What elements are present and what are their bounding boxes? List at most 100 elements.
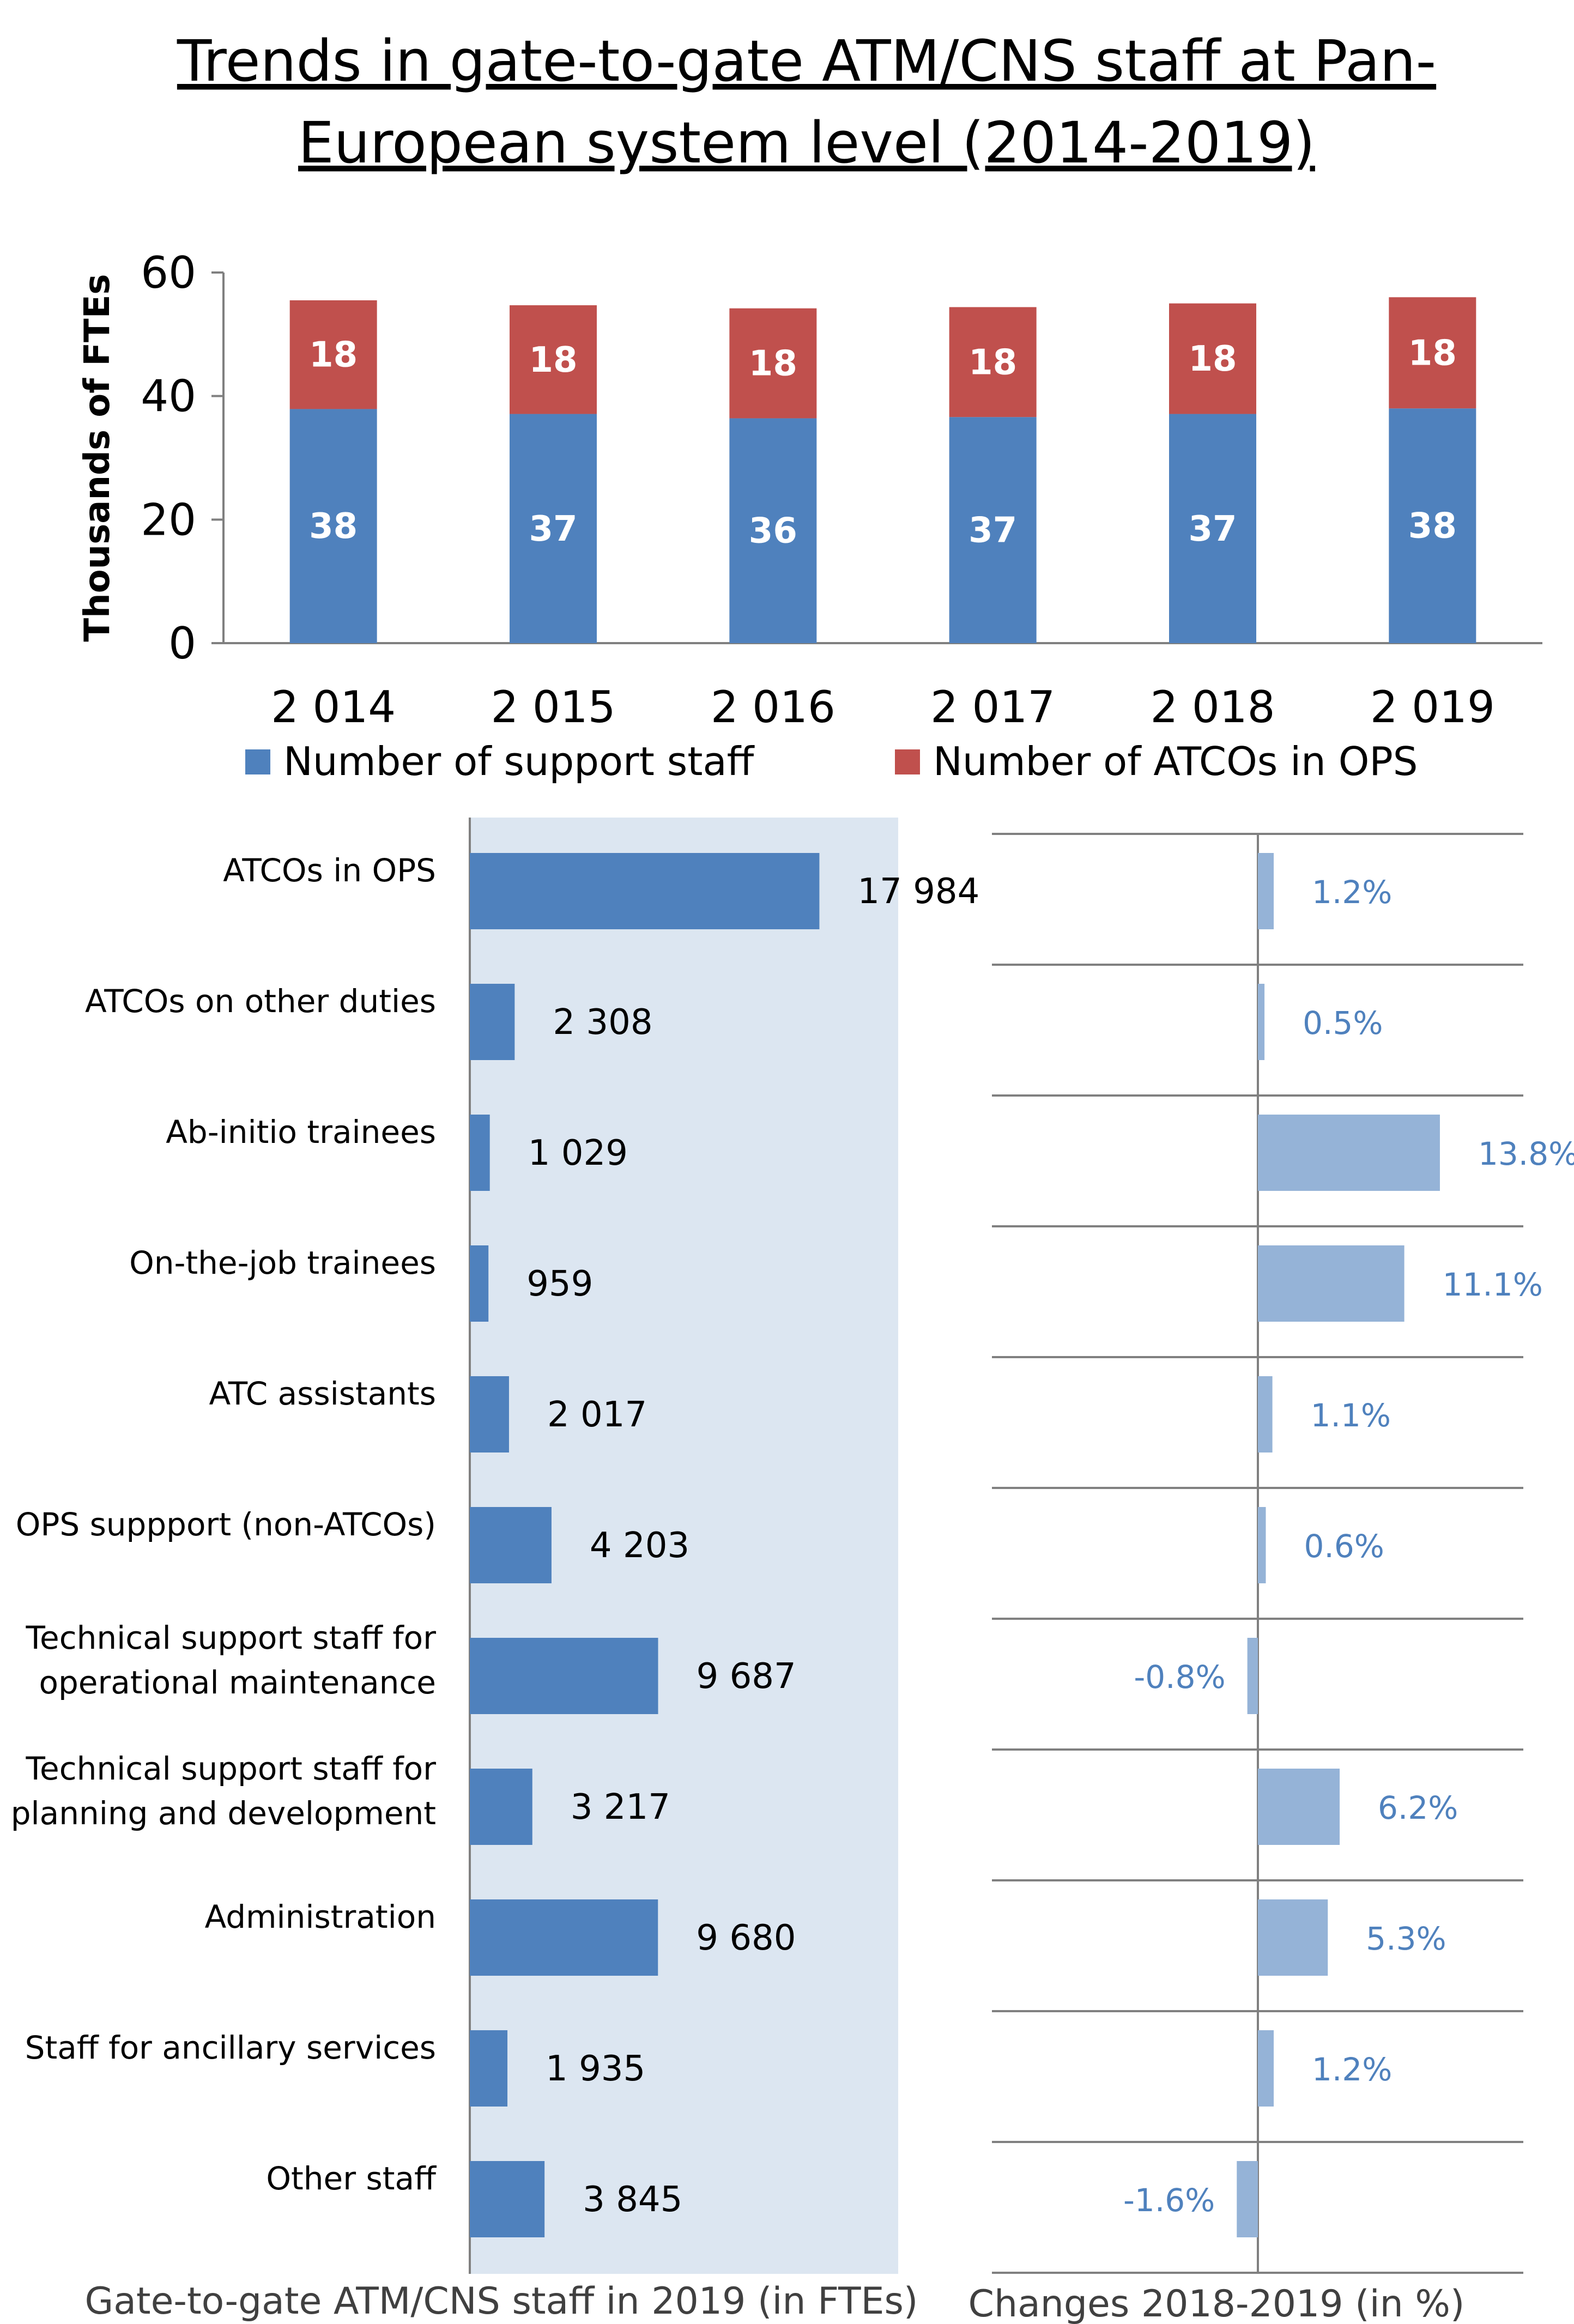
legend-label-atcos: Number of ATCOs in OPS	[933, 739, 1418, 784]
bar-staff-2019	[470, 2161, 545, 2237]
stacked-bar-chart: 0 20 40 60 Thousands of FTEs 38 18 2 014 37 18 2 0…	[77, 247, 1542, 784]
data-label-change: 1.1%	[1311, 1397, 1391, 1434]
bar-support-staff	[729, 418, 817, 643]
data-label-staff-2019: 2 308	[553, 1002, 652, 1043]
category-label-line-1: Technical support staff for	[25, 1619, 436, 1656]
category-label: Staff for ancillary services	[25, 2029, 436, 2066]
data-label-change: 0.5%	[1303, 1004, 1383, 1042]
data-label-change: 6.2%	[1378, 1789, 1458, 1826]
x-tick-label: 2 015	[491, 682, 615, 733]
category-label: Administration	[205, 1898, 436, 1935]
chart-title-line-1: Trends in gate-to-gate ATM/CNS staff at …	[177, 28, 1436, 94]
bar-change	[1247, 1638, 1258, 1714]
caption-changes: Changes 2018-2019 (in %)	[968, 2283, 1465, 2324]
bar-change	[1258, 984, 1265, 1060]
bar-staff-2019	[470, 2030, 508, 2107]
legend-label-support: Number of support staff	[283, 739, 755, 784]
bar-atcos-in-ops	[1389, 297, 1476, 409]
data-label-change: -1.6%	[1123, 2182, 1215, 2219]
y-tick-label: 40	[141, 371, 196, 422]
data-label-support: 38	[1408, 506, 1457, 547]
bar-staff-2019	[470, 1376, 509, 1453]
changes-bar-chart: 1.2% 0.5% 13.8% 11.1% 1.1% 0.6% -0.8% 6.2% 5.3% 1…	[968, 833, 1574, 2324]
bar-change	[1258, 2030, 1274, 2107]
bar-support-staff	[289, 409, 377, 643]
data-label-staff-2019: 2 017	[547, 1395, 647, 1435]
bar-change	[1258, 1245, 1405, 1322]
y-tick-label: 20	[141, 494, 196, 545]
data-label-staff-2019: 9 680	[696, 1918, 796, 1958]
x-tick-label: 2 018	[1150, 682, 1275, 733]
y-tick-label: 0	[168, 618, 196, 669]
data-label-atcos: 18	[529, 340, 577, 380]
bar-support-staff	[949, 417, 1037, 643]
bar-change	[1258, 1376, 1273, 1453]
data-label-change: 13.8%	[1478, 1135, 1574, 1172]
data-label-atcos: 18	[309, 335, 358, 376]
bar-support-staff	[1389, 408, 1476, 643]
data-label-change: 0.6%	[1304, 1528, 1384, 1565]
data-label-atcos: 18	[1408, 333, 1457, 373]
bar-change	[1258, 1507, 1266, 1583]
bar-change	[1237, 2161, 1258, 2237]
bar-atcos-in-ops	[1169, 303, 1256, 414]
y-axis-label: Thousands of FTEs	[77, 274, 118, 641]
data-label-staff-2019: 1 935	[546, 2049, 645, 2089]
bar-staff-2019	[470, 1115, 490, 1191]
data-label-support: 38	[309, 506, 358, 547]
bar-staff-2019	[470, 853, 820, 929]
bar-atcos-in-ops	[289, 300, 377, 409]
chart-title-line-2: European system level (2014-2019)	[298, 110, 1315, 176]
x-tick-label: 2 016	[711, 682, 836, 733]
category-label: Other staff	[266, 2160, 437, 2197]
bar-staff-2019	[470, 1769, 532, 1845]
data-label-staff-2019: 4 203	[590, 1526, 689, 1566]
data-label-change: 1.2%	[1312, 2051, 1392, 2088]
data-label-change: 11.1%	[1443, 1266, 1543, 1303]
bar-staff-2019	[470, 1638, 658, 1714]
bar-support-staff	[1169, 414, 1256, 643]
bar-staff-2019	[470, 984, 515, 1060]
data-label-staff-2019: 9 687	[697, 1656, 796, 1697]
bar-atcos-in-ops	[949, 307, 1037, 417]
x-tick-label: 2 017	[930, 682, 1055, 733]
category-label: Ab-initio trainees	[166, 1113, 436, 1151]
category-label-line-2: planning and development	[11, 1795, 436, 1832]
caption-staff-2019: Gate-to-gate ATM/CNS staff in 2019 (in F…	[85, 2280, 918, 2323]
category-label-line-2: operational maintenance	[39, 1664, 436, 1701]
category-label: OPS suppport (non-ATCOs)	[16, 1506, 436, 1543]
data-label-change: -0.8%	[1134, 1659, 1225, 1696]
data-label-staff-2019: 1 029	[528, 1133, 628, 1173]
data-label-change: 5.3%	[1366, 1920, 1446, 1957]
data-label-staff-2019: 3 217	[571, 1787, 670, 1827]
bar-support-staff	[510, 414, 597, 643]
data-label-support: 37	[968, 511, 1017, 551]
bar-atcos-in-ops	[729, 308, 817, 419]
legend-swatch-atcos	[895, 749, 920, 774]
data-label-staff-2019: 17 984	[857, 872, 979, 912]
category-label: ATCOs on other duties	[85, 983, 436, 1020]
bar-staff-2019	[470, 1507, 552, 1583]
bar-staff-2019	[470, 1899, 658, 1976]
data-label-staff-2019: 3 845	[583, 2180, 682, 2220]
data-label-change: 1.2%	[1312, 874, 1392, 911]
y-tick-label: 60	[141, 247, 196, 298]
category-label: ATCOs in OPS	[223, 852, 436, 889]
staff-2019-bar-chart: 17 984 ATCOs in OPS 2 308 ATCOs on other du…	[11, 818, 979, 2323]
data-label-support: 37	[1188, 509, 1237, 549]
x-tick-label: 2 014	[271, 682, 396, 733]
category-label-line-1: Technical support staff for	[25, 1750, 436, 1787]
category-label: ATC assistants	[209, 1375, 436, 1412]
data-label-atcos: 18	[749, 344, 797, 384]
bar-change	[1258, 853, 1274, 929]
bar-change	[1258, 1769, 1340, 1845]
bar-staff-2019	[470, 1245, 489, 1322]
legend-swatch-support	[245, 749, 270, 774]
data-label-atcos: 18	[1188, 339, 1237, 379]
category-label: On-the-job trainees	[129, 1244, 436, 1281]
data-label-staff-2019: 959	[526, 1264, 593, 1304]
bar-atcos-in-ops	[510, 305, 597, 414]
x-tick-label: 2 019	[1370, 682, 1495, 733]
data-label-atcos: 18	[968, 342, 1017, 383]
